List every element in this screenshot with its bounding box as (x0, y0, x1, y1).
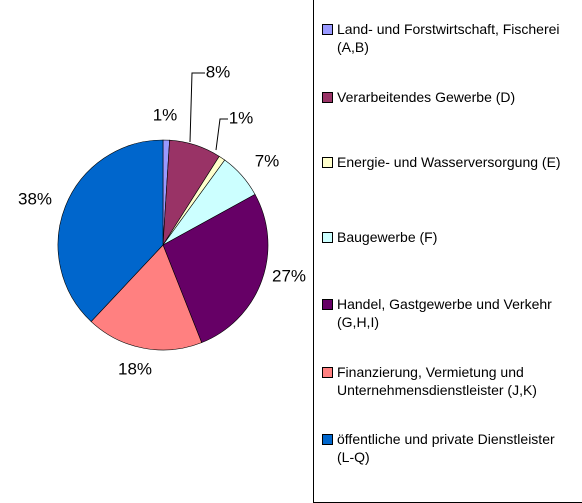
data-label: 38% (18, 189, 52, 208)
legend-swatch (322, 434, 333, 445)
data-label: 27% (272, 266, 306, 285)
data-label: 8% (206, 62, 231, 81)
legend-label: Land- und Forstwirtschaft, Fischerei (A,… (337, 21, 560, 55)
pie-slice (57, 139, 164, 322)
pie-slice (90, 244, 203, 351)
legend-swatch (322, 232, 333, 243)
legend: Land- und Forstwirtschaft, Fischerei (A,… (313, 0, 582, 503)
legend-label: Baugewerbe (F) (337, 229, 438, 245)
legend-swatch (322, 299, 333, 310)
legend-label: Energie- und Wasserversorgung (E) (337, 154, 561, 170)
chart: 1% 8% 1% 7% 27% 18% 38% (18, 62, 306, 378)
leader-line (215, 118, 228, 151)
data-label: 1% (229, 108, 254, 127)
legend-label: Verarbeitendes Gewerbe (D) (337, 89, 516, 105)
legend-label: Finanzierung, Vermietung und Unternehmen… (337, 364, 537, 398)
legend-label: öffentliche und private Dienstleister (L… (337, 431, 555, 465)
pie-slice (162, 194, 269, 344)
data-label: 7% (255, 151, 280, 170)
legend-swatch (322, 157, 333, 168)
data-label: 18% (118, 359, 152, 378)
leader-line (189, 72, 205, 143)
legend-swatch (322, 367, 333, 378)
legend-swatch (322, 24, 333, 35)
data-label: 1% (153, 105, 178, 124)
legend-label: Handel, Gastgewerbe und Verkehr (G,H,I) (337, 296, 552, 330)
legend-swatch (322, 92, 333, 103)
